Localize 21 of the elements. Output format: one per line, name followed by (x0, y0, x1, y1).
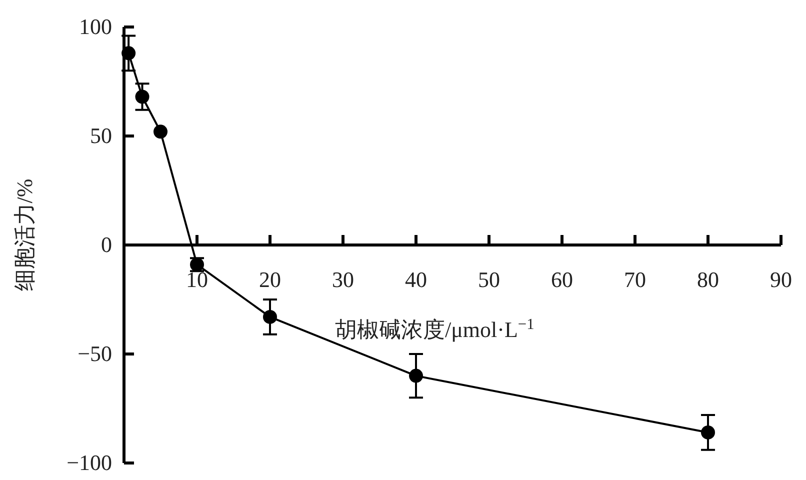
x-tick-label: 90 (770, 267, 792, 292)
x-tick-label: 70 (624, 267, 646, 292)
y-tick-label: 100 (79, 14, 112, 39)
x-tick-label: 80 (697, 267, 719, 292)
point (409, 368, 423, 383)
y-tick-label: 50 (90, 123, 112, 148)
y-tick-label: −50 (78, 341, 112, 366)
x-tick-label: 40 (405, 267, 427, 292)
y-axis-title: 细胞活力/% (12, 178, 37, 292)
point (701, 425, 715, 440)
x-axis-title: 胡椒碱浓度/μmol·L$^{−1}$ (335, 316, 534, 342)
point (154, 124, 168, 139)
y-tick-label: −100 (66, 450, 112, 475)
y-tick-label: 0 (101, 232, 112, 257)
x-tick-label: 60 (551, 267, 573, 292)
x-tick-label: 20 (259, 267, 281, 292)
point (135, 90, 150, 104)
point (263, 310, 277, 324)
x-tick-label: 10 (186, 267, 208, 292)
x-tick-label: 30 (332, 267, 354, 292)
x-tick-label: 50 (478, 267, 500, 292)
